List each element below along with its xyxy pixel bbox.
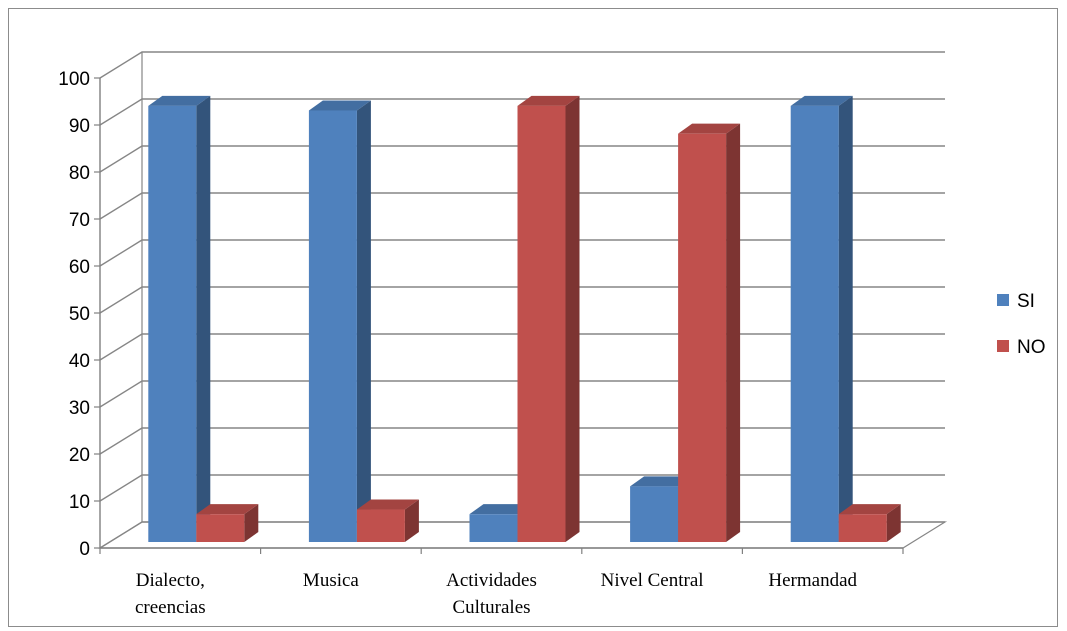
x-tick-label: Nivel Central xyxy=(601,570,704,591)
bar-no-4 xyxy=(838,504,901,542)
bar-top xyxy=(790,95,853,106)
y-tick-label: 80 xyxy=(69,163,90,184)
bar-side xyxy=(404,499,419,542)
bars xyxy=(148,95,901,543)
bar-top xyxy=(148,95,211,106)
bar-front xyxy=(517,105,566,542)
bar-front xyxy=(308,110,357,542)
bar-side xyxy=(244,504,259,542)
legend: SI NO xyxy=(997,291,1046,358)
bar-si-1 xyxy=(308,100,371,542)
axes xyxy=(94,77,904,554)
bar-front xyxy=(790,105,839,542)
bar-top xyxy=(517,95,580,106)
y-tick-label: 50 xyxy=(69,304,90,325)
bar-front xyxy=(630,486,679,542)
x-tick-label: Dialecto, creencias xyxy=(135,570,206,618)
y-tick-label: 40 xyxy=(69,351,90,372)
bar-front xyxy=(356,509,405,542)
bar-no-0 xyxy=(196,504,259,542)
x-tick-label: Hermandad xyxy=(768,570,857,591)
bar-top xyxy=(356,499,419,510)
y-tick-label: 10 xyxy=(69,492,90,513)
x-tick-label-line: creencias xyxy=(135,597,206,618)
bar-side xyxy=(565,95,580,542)
x-tick-label-line: Nivel Central xyxy=(601,570,704,591)
x-tick-label-line: Musica xyxy=(303,570,360,591)
bar-top xyxy=(678,123,741,134)
bar-top xyxy=(630,476,693,487)
y-tick-label: 70 xyxy=(69,210,90,231)
y-tick-label: 90 xyxy=(69,116,90,137)
legend-label-si: SI xyxy=(1017,291,1035,312)
y-axis-tick-labels: 0 10 20 30 40 50 60 70 80 90 100 xyxy=(58,69,90,560)
y-tick-label: 20 xyxy=(69,445,90,466)
x-tick-label-line: Culturales xyxy=(452,597,530,618)
bar-no-3 xyxy=(678,123,741,543)
bar-top xyxy=(469,504,532,515)
x-tick-label: Actividades Culturales xyxy=(446,570,537,618)
bar-top xyxy=(308,100,371,111)
bar-front xyxy=(469,514,518,542)
bar-side xyxy=(356,100,371,542)
gridlines xyxy=(99,51,945,549)
bar-no-2 xyxy=(517,95,580,542)
bar-front xyxy=(196,514,245,542)
bar-top xyxy=(196,504,259,515)
x-tick-label-line: Actividades xyxy=(446,570,537,591)
bar-no-1 xyxy=(356,499,419,542)
legend-label-no: NO xyxy=(1017,337,1046,358)
y-tick-label: 100 xyxy=(58,69,90,90)
x-tick-label-line: Dialecto, xyxy=(136,570,205,591)
bar-side xyxy=(838,95,853,542)
bar-side xyxy=(726,123,741,543)
x-axis-tick-labels: Dialecto, creencias Musica Actividades Cultu… xyxy=(135,570,858,618)
bar-front xyxy=(148,105,197,542)
bar-side xyxy=(886,504,901,542)
y-tick-label: 30 xyxy=(69,398,90,419)
x-tick-label-line: Hermandad xyxy=(768,570,857,591)
bar-si-4 xyxy=(790,95,853,542)
bar-front xyxy=(678,133,727,542)
y-tick-label: 60 xyxy=(69,257,90,278)
legend-swatch-no xyxy=(997,340,1009,352)
bar-side xyxy=(196,95,211,542)
bar-top xyxy=(838,504,901,515)
legend-swatch-si xyxy=(997,294,1009,306)
bar-si-0 xyxy=(148,95,211,542)
x-tick-label: Musica xyxy=(303,570,360,591)
bar-front xyxy=(838,514,887,542)
y-tick-label: 0 xyxy=(79,539,90,560)
